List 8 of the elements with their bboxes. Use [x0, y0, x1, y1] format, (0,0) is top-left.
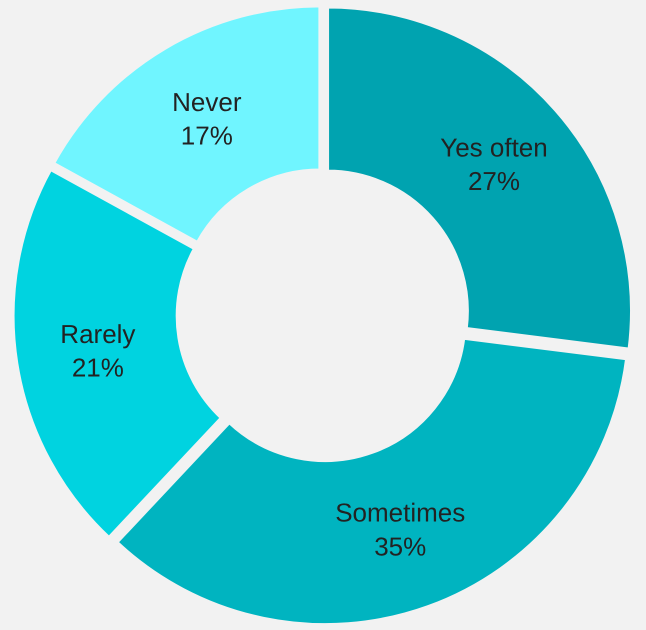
data-label: 21%	[72, 352, 124, 383]
data-label: 35%	[374, 531, 426, 562]
slice-label: Sometimes	[335, 498, 466, 528]
slice-label: Rarely	[60, 318, 136, 349]
data-label: 27%	[468, 166, 520, 196]
data-label: 17%	[180, 120, 233, 151]
slice-label: Yes often	[440, 132, 548, 162]
slice-label: Never	[172, 86, 242, 117]
